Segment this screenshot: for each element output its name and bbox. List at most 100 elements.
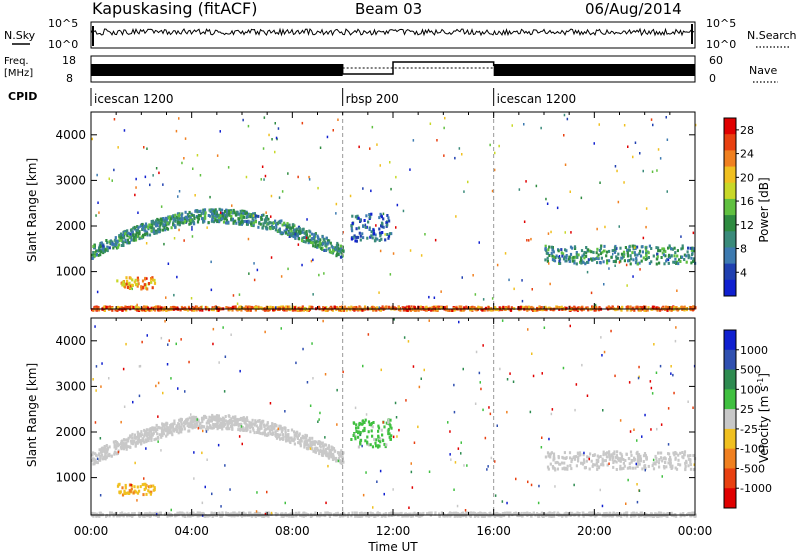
data-cell [325,306,328,310]
data-cell [614,260,617,264]
data-cell [308,445,311,449]
data-cell [687,512,690,516]
noise-cell [599,181,601,184]
noise-cell [472,274,474,277]
data-cell [235,221,238,225]
noise-cell [281,190,284,193]
data-cell [379,234,382,238]
data-cell [263,430,266,434]
data-cell [389,437,392,441]
data-cell [265,308,268,312]
data-cell [299,444,302,448]
noise-cell [239,369,241,373]
data-cell [205,421,208,425]
data-cell [251,213,254,216]
data-cell [168,221,171,225]
noise-cell [491,297,494,300]
noise-cell [261,165,264,168]
data-cell [225,218,228,222]
data-cell [560,305,563,309]
data-cell [280,430,283,434]
data-cell [232,511,235,515]
data-cell [631,512,634,515]
data-cell [245,425,248,429]
data-cell [575,251,578,254]
data-cell [425,308,428,312]
data-cell [134,436,137,440]
data-cell [552,466,555,470]
data-cell [108,246,111,250]
data-cell [297,306,300,310]
data-cell [181,427,184,431]
data-cell [248,423,251,427]
noise-cell [311,342,313,345]
data-cell [141,439,144,443]
data-cell [265,427,268,431]
data-cell [254,305,257,309]
data-cell [154,512,157,515]
data-cell [350,224,353,228]
data-cell [266,421,269,425]
data-cell [143,224,146,228]
data-cell [639,454,642,458]
data-cell [602,453,605,457]
data-cell [222,216,225,220]
nsky-line [90,27,695,37]
noise-cell [227,166,230,169]
data-cell [667,306,670,310]
data-cell [603,244,606,248]
data-cell [555,254,558,258]
data-cell [343,512,346,516]
data-cell [669,465,672,469]
noise-cell [324,436,326,439]
data-cell [195,305,199,309]
data-cell [271,422,274,426]
data-cell [636,451,639,455]
noise-cell [247,124,250,128]
data-cell [260,424,263,428]
data-cell [590,512,593,515]
data-cell [384,512,387,515]
data-cell [676,308,679,312]
data-cell [459,308,462,312]
data-cell [263,308,266,312]
data-cell [231,305,234,309]
data-cell [360,514,364,518]
data-cell [644,512,647,516]
data-cell [112,512,115,516]
noise-cell [218,361,220,364]
data-cell [114,239,117,243]
data-cell [670,254,673,258]
data-cell [600,256,603,260]
data-cell [313,238,316,242]
data-cell [302,240,305,243]
data-cell [235,423,238,427]
data-cell [144,485,147,489]
data-cell [532,511,535,515]
data-cell [381,433,384,437]
data-cell [262,222,265,226]
data-cell [601,461,604,465]
noise-cell [608,267,610,270]
data-cell [297,229,300,233]
colorbar-swatch [724,279,736,297]
data-cell [174,514,177,518]
data-cell [611,453,614,457]
data-cell [239,221,242,225]
noise-cell [160,336,163,340]
data-cell [189,216,192,220]
noise-cell [199,174,202,177]
data-cell [300,439,303,443]
noise-cell [667,258,670,262]
data-cell [302,227,305,231]
data-cell [615,460,618,464]
data-cell [110,242,113,246]
data-cell [558,512,561,516]
data-cell [389,424,392,428]
data-cell [377,424,380,428]
data-cell [566,464,569,468]
data-cell [374,233,377,237]
noise-cell [614,264,616,267]
data-cell [357,431,360,435]
